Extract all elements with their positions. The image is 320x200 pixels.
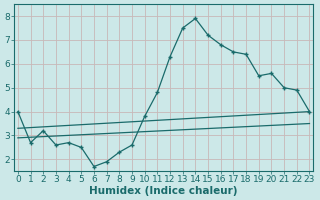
X-axis label: Humidex (Indice chaleur): Humidex (Indice chaleur) [90, 186, 238, 196]
